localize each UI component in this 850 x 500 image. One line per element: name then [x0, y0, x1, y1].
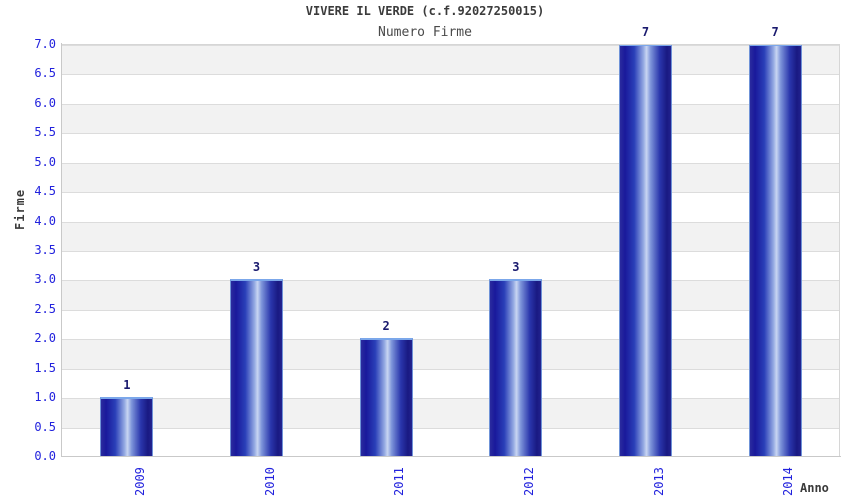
gridline [62, 369, 839, 370]
gridline [62, 310, 839, 311]
chart-subtitle: Numero Firme [378, 25, 472, 40]
gridline [62, 339, 839, 340]
x-tick-label: 2012 [521, 467, 536, 496]
bar-value-label: 3 [252, 260, 261, 275]
background-band [62, 280, 839, 310]
x-tick-label: 2014 [781, 467, 796, 496]
y-tick-label: 1.0 [34, 390, 56, 405]
bar[interactable] [489, 279, 543, 456]
bar[interactable] [359, 338, 413, 456]
gridline [62, 398, 839, 399]
bar[interactable] [230, 279, 283, 456]
plot-area [62, 44, 840, 456]
gridline [62, 163, 839, 164]
x-axis-title: Anno [800, 481, 829, 495]
background-band [62, 339, 839, 369]
gridline [62, 104, 839, 105]
gridline [62, 428, 839, 429]
background-band [62, 103, 839, 134]
background-band [62, 45, 839, 75]
gridline [62, 74, 839, 75]
y-tick-label: 6.5 [34, 66, 56, 81]
y-axis-tick-labels: 7.0 6.5 6.0 5.5 5.0 4.5 4.0 3.5 3.0 2.5 2.0 1.5 1.0 0… [0, 0, 56, 500]
bar-value-label: 7 [771, 25, 779, 39]
bar-value-label: 3 [512, 260, 520, 275]
bar[interactable] [619, 45, 672, 456]
y-tick-label: 4.0 [34, 213, 56, 228]
y-tick-label: 2.0 [34, 331, 56, 346]
chart-title: VIVERE IL VERDE (c.f.92027250015) [305, 4, 545, 18]
x-axis-line [61, 456, 841, 457]
background-band [62, 221, 839, 251]
y-tick-label: 6.0 [34, 95, 56, 110]
y-tick-label: 5.0 [34, 154, 56, 169]
gridline [62, 251, 839, 252]
y-tick-label: 0.5 [34, 419, 56, 434]
y-tick-label: 5.5 [34, 125, 56, 140]
x-tick-label: 2011 [392, 467, 407, 496]
y-tick-label: 0.0 [34, 449, 56, 463]
bar-value-label: 7 [641, 25, 650, 39]
gridline [62, 133, 839, 134]
bar[interactable] [100, 397, 154, 456]
x-tick-label: 2010 [262, 467, 277, 496]
y-tick-label: 3.0 [34, 272, 56, 287]
y-tick-label: 2.5 [34, 301, 56, 316]
gridline [62, 45, 839, 46]
y-tick-label: 1.5 [34, 360, 56, 375]
y-tick-label: 3.5 [34, 243, 56, 257]
gridline [62, 222, 839, 223]
gridline [62, 192, 839, 193]
gridline [62, 280, 839, 281]
y-tick-label: 7.0 [34, 37, 56, 51]
background-band [62, 398, 839, 428]
bar[interactable] [748, 45, 802, 456]
y-axis-title: Firme [13, 188, 27, 230]
bar-value-label: 2 [382, 319, 390, 334]
y-axis-line [61, 43, 62, 457]
background-band [62, 162, 839, 193]
y-tick-label: 4.5 [34, 184, 56, 199]
bar-value-label: 1 [123, 378, 131, 393]
x-tick-label: 2013 [651, 467, 666, 496]
x-tick-label: 2009 [132, 467, 147, 496]
